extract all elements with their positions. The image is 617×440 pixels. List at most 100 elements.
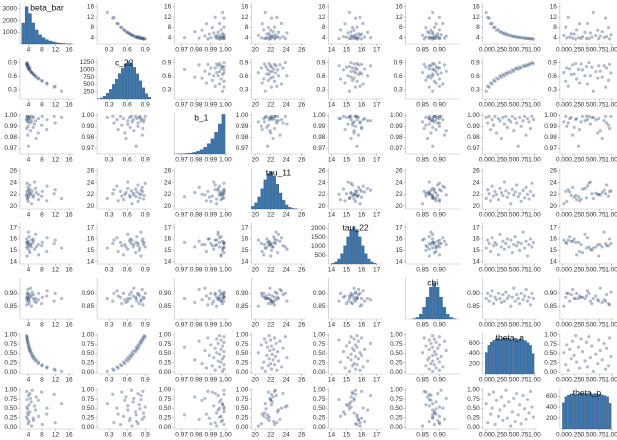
point <box>138 340 142 344</box>
point <box>128 296 132 301</box>
point <box>136 291 140 295</box>
y-tick-label: 26 <box>10 168 18 175</box>
point <box>359 126 364 131</box>
point <box>505 296 509 301</box>
y-tick-label: 0.75 <box>159 396 172 403</box>
point <box>60 369 64 373</box>
point <box>486 238 490 242</box>
point <box>45 82 49 86</box>
point <box>522 246 527 250</box>
x-tick-label: 15 <box>343 212 351 219</box>
y-tick-label: 0.25 <box>81 415 94 422</box>
point <box>283 335 287 339</box>
point <box>264 407 268 411</box>
point <box>182 296 187 301</box>
point <box>219 299 223 303</box>
point <box>358 120 362 124</box>
point <box>347 296 352 301</box>
x-tick-label: 0.50 <box>503 102 516 109</box>
point <box>219 235 223 239</box>
point <box>356 133 361 137</box>
point <box>126 408 130 412</box>
point <box>135 299 139 303</box>
point <box>427 192 431 196</box>
point <box>128 239 132 243</box>
point <box>346 404 350 408</box>
x-tick-label: 8 <box>40 432 44 439</box>
point <box>279 289 284 293</box>
point <box>112 291 116 295</box>
point <box>60 296 64 301</box>
hist-bar <box>196 151 200 155</box>
point <box>276 34 280 39</box>
point <box>25 245 29 249</box>
point <box>272 389 277 393</box>
point <box>587 181 591 185</box>
point <box>431 353 435 357</box>
x-tick-label: 15 <box>343 267 351 274</box>
point <box>210 194 214 198</box>
point <box>141 243 146 247</box>
point <box>28 295 32 299</box>
hist-bar <box>279 192 283 210</box>
point <box>134 187 138 191</box>
point <box>182 240 187 244</box>
point <box>484 296 488 301</box>
point <box>25 126 29 131</box>
point <box>209 241 213 246</box>
point <box>138 407 142 411</box>
point <box>28 348 33 353</box>
point <box>274 119 278 123</box>
point <box>26 422 30 426</box>
y-tick-label: 400 <box>546 404 557 411</box>
y-tick-label: 12 <box>241 14 249 21</box>
x-tick-label: 16 <box>65 322 73 329</box>
point <box>337 299 341 303</box>
y-tick-label: 0.00 <box>313 369 326 376</box>
point <box>505 416 509 420</box>
point <box>216 393 220 398</box>
point <box>484 196 488 201</box>
hist-bar <box>185 153 189 155</box>
point <box>269 241 274 246</box>
point <box>516 144 520 148</box>
point <box>353 422 358 426</box>
x-tick-label: 0.85 <box>416 267 429 274</box>
point <box>285 122 289 126</box>
x-tick-label: 8 <box>40 157 44 164</box>
point <box>262 62 267 66</box>
x-tick-label: 8 <box>40 212 44 219</box>
point <box>26 230 31 234</box>
point <box>40 302 44 306</box>
point <box>575 116 579 121</box>
point <box>45 118 49 122</box>
point <box>37 291 41 295</box>
point <box>362 347 367 351</box>
y-tick-label: 0.98 <box>467 134 480 141</box>
point <box>134 35 138 40</box>
point <box>361 184 365 188</box>
point <box>115 236 119 240</box>
y-tick-label: 500 <box>83 81 94 88</box>
hist-bar <box>608 403 612 430</box>
y-tick-label: 0.90 <box>4 290 17 297</box>
point <box>355 25 359 29</box>
point <box>123 28 127 32</box>
point <box>510 34 514 39</box>
point <box>509 304 513 308</box>
point <box>365 408 370 412</box>
y-tick-label: 0.50 <box>467 405 480 412</box>
point <box>352 76 356 80</box>
point <box>609 241 613 246</box>
y-tick-label: 2000 <box>3 17 18 24</box>
point <box>112 421 116 425</box>
point <box>45 199 49 203</box>
point <box>437 421 442 425</box>
point <box>338 291 343 295</box>
point <box>491 194 496 198</box>
point <box>565 66 569 70</box>
y-tick-label: 0.75 <box>4 396 17 403</box>
point <box>576 144 581 148</box>
y-tick-label: 15 <box>10 247 18 254</box>
point <box>25 336 29 340</box>
